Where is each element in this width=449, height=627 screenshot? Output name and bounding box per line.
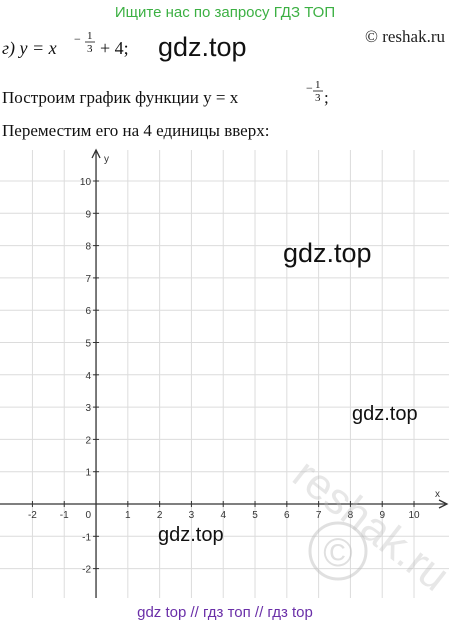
x-tick-label: -1 [60,510,69,521]
y-axis-label: y [104,154,109,165]
formula: г) y = x [2,38,57,59]
exp-sign: − [74,32,81,46]
x-tick-label: 6 [284,510,290,521]
exp-sign: − [306,81,313,95]
watermark: gdz.top [352,403,418,425]
y-tick-label: -1 [82,532,91,543]
y-axis-arrow [91,148,101,159]
x-tick-label: 4 [220,510,226,521]
x-tick-label: 7 [316,510,322,521]
x-tick-label: 3 [189,510,195,521]
x-tick-label: 8 [348,510,354,521]
x-axis-label: x [435,489,440,500]
y-tick-label: 10 [80,177,92,188]
step-suffix: ; [324,88,329,107]
x-tick-label: 5 [252,510,258,521]
y-tick-label: 3 [85,403,91,414]
footer: gdz top // гдз топ // гдз top [137,604,313,621]
y-tick-label: 8 [85,242,91,253]
watermark: gdz.top [158,32,247,62]
y-tick-label: 4 [85,371,91,382]
watermark: © [323,531,352,575]
y-tick-label: 1 [85,468,91,479]
exp-den: 3 [87,43,93,55]
exp-den: 3 [315,92,321,104]
chart: -2 -1 1 2 3 4 5 6 7 8 9 10 -2 -1 1 2 3 4 5 6 7 8 9 10 0 x y gdz.top… [0,148,449,601]
y-tick-label: 7 [85,274,91,285]
copyright: © reshak.ru [365,27,445,46]
y-tick-label: 5 [85,339,91,350]
watermark-circle [308,521,368,581]
search-hint: Ищите нас по запросу ГДЗ ТОП [115,4,335,21]
watermark: gdz.top [283,238,372,268]
x-tick-label: 2 [157,510,163,521]
exp-num: 1 [315,79,321,91]
origin-label: 0 [85,510,91,521]
y-tick-label: -2 [82,565,91,576]
x-tick-label: 10 [408,510,420,521]
y-tick-label: 9 [85,209,91,220]
exp-num: 1 [87,30,93,42]
x-axis-arrow [438,499,449,509]
x-tick-label: -2 [28,510,37,521]
y-tick-label: 6 [85,306,91,317]
x-tick-label: 9 [379,510,385,521]
y-tick-label: 2 [85,435,91,446]
step-text: Построим график функции y = x [2,88,239,107]
watermark: gdz.top [158,524,224,546]
formula-suffix: + 4; [100,38,129,58]
x-tick-label: 1 [125,510,131,521]
step-text: Переместим его на 4 единицы вверх: [2,121,269,140]
